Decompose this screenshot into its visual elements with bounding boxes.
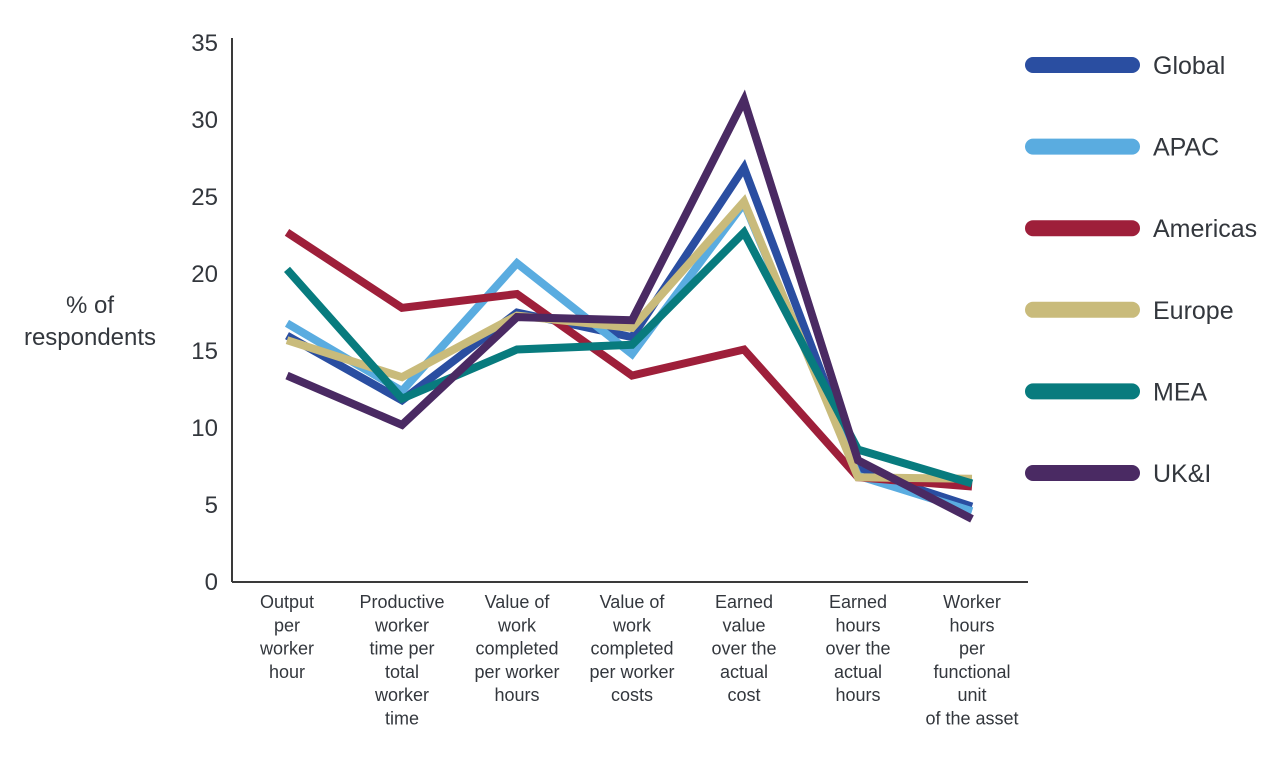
x-category-label: Worker hours per functional unit of the asset (925, 592, 1018, 729)
y-tick-label: 5 (205, 492, 218, 519)
y-axis-title-line: respondents (24, 324, 156, 351)
legend-item-uk-i: UK&I (1025, 460, 1211, 488)
legend-item-mea: MEA (1025, 378, 1208, 406)
y-axis-title-line: % of (66, 292, 114, 319)
x-category-label-line: cost (727, 685, 760, 705)
legend-label: Americas (1153, 215, 1257, 243)
legend-label: UK&I (1153, 460, 1211, 488)
series-line-americas (284, 229, 973, 491)
x-category-label-line: Output (260, 592, 314, 612)
series-lines (284, 89, 974, 523)
x-category-label-line: of the asset (925, 709, 1018, 729)
y-tick-label: 15 (191, 338, 218, 365)
x-category-label-line: actual (720, 662, 768, 682)
x-category-label-line: completed (475, 639, 558, 659)
y-tick-label: 0 (205, 569, 218, 596)
x-category-label-line: per worker (474, 662, 559, 682)
x-category-label-line: per worker (589, 662, 674, 682)
series-line-mea (284, 225, 974, 488)
x-category-labels: Output per worker hour Productive worker time … (259, 592, 1019, 729)
x-category-label-line: worker (259, 639, 314, 659)
x-category-label-line: work (612, 615, 652, 635)
x-category-label-line: functional (933, 662, 1010, 682)
legend-item-apac: APAC (1025, 134, 1219, 162)
legend-item-europe: Europe (1025, 297, 1234, 325)
y-tick-label: 10 (191, 415, 218, 442)
y-tick-label: 25 (191, 184, 218, 211)
x-category-label-line: hours (949, 615, 994, 635)
x-category-label-line: completed (590, 639, 673, 659)
legend-label: MEA (1153, 378, 1208, 406)
x-category-label-line: hours (835, 685, 880, 705)
x-category-label: Value of work completed per worker hours (474, 592, 559, 705)
legend: Global APAC Americas Europe MEA UK&I (1025, 52, 1257, 488)
x-category-label-line: Earned (715, 592, 773, 612)
x-category-label-line: Worker (943, 592, 1001, 612)
x-category-label-line: over the (825, 639, 890, 659)
y-tick-label: 20 (191, 261, 218, 288)
legend-item-global: Global (1025, 52, 1225, 80)
x-category-label-line: actual (834, 662, 882, 682)
x-category-label: Earned value over the actual cost (711, 592, 776, 705)
x-category-label-line: worker (374, 685, 429, 705)
x-category-label-line: hour (269, 662, 305, 682)
x-category-label-line: time (385, 709, 419, 729)
x-category-label-line: time per (369, 639, 434, 659)
legend-label: Global (1153, 52, 1225, 80)
y-tick-label: 30 (191, 107, 218, 134)
x-category-label-line: worker (374, 615, 429, 635)
x-category-label-line: costs (611, 685, 653, 705)
x-category-label-line: per (274, 615, 300, 635)
x-category-label-line: Value of (485, 592, 551, 612)
y-tick-label: 35 (191, 30, 218, 57)
x-category-label-line: work (497, 615, 537, 635)
x-category-label: Output per worker hour (259, 592, 314, 682)
legend-label: APAC (1153, 134, 1219, 162)
x-category-label: Productive worker time per total worker time (359, 592, 444, 729)
y-axis-title: % of respondents (24, 292, 156, 351)
x-category-label-line: total (385, 662, 419, 682)
x-category-label-line: hours (835, 615, 880, 635)
x-category-label-line: hours (494, 685, 539, 705)
x-category-label-line: value (722, 615, 765, 635)
legend-item-americas: Americas (1025, 215, 1257, 243)
y-tick-labels: 0 5 10 15 20 25 30 35 (191, 30, 218, 596)
axes (231, 38, 1028, 583)
x-category-label-line: per (959, 639, 985, 659)
x-category-label: Earned hours over the actual hours (825, 592, 890, 705)
x-category-label-line: Value of (600, 592, 666, 612)
x-category-label: Value of work completed per worker costs (589, 592, 674, 705)
legend-label: Europe (1153, 297, 1234, 325)
x-category-label-line: Earned (829, 592, 887, 612)
x-category-label-line: unit (957, 685, 986, 705)
x-category-label-line: over the (711, 639, 776, 659)
x-category-label-line: Productive (359, 592, 444, 612)
